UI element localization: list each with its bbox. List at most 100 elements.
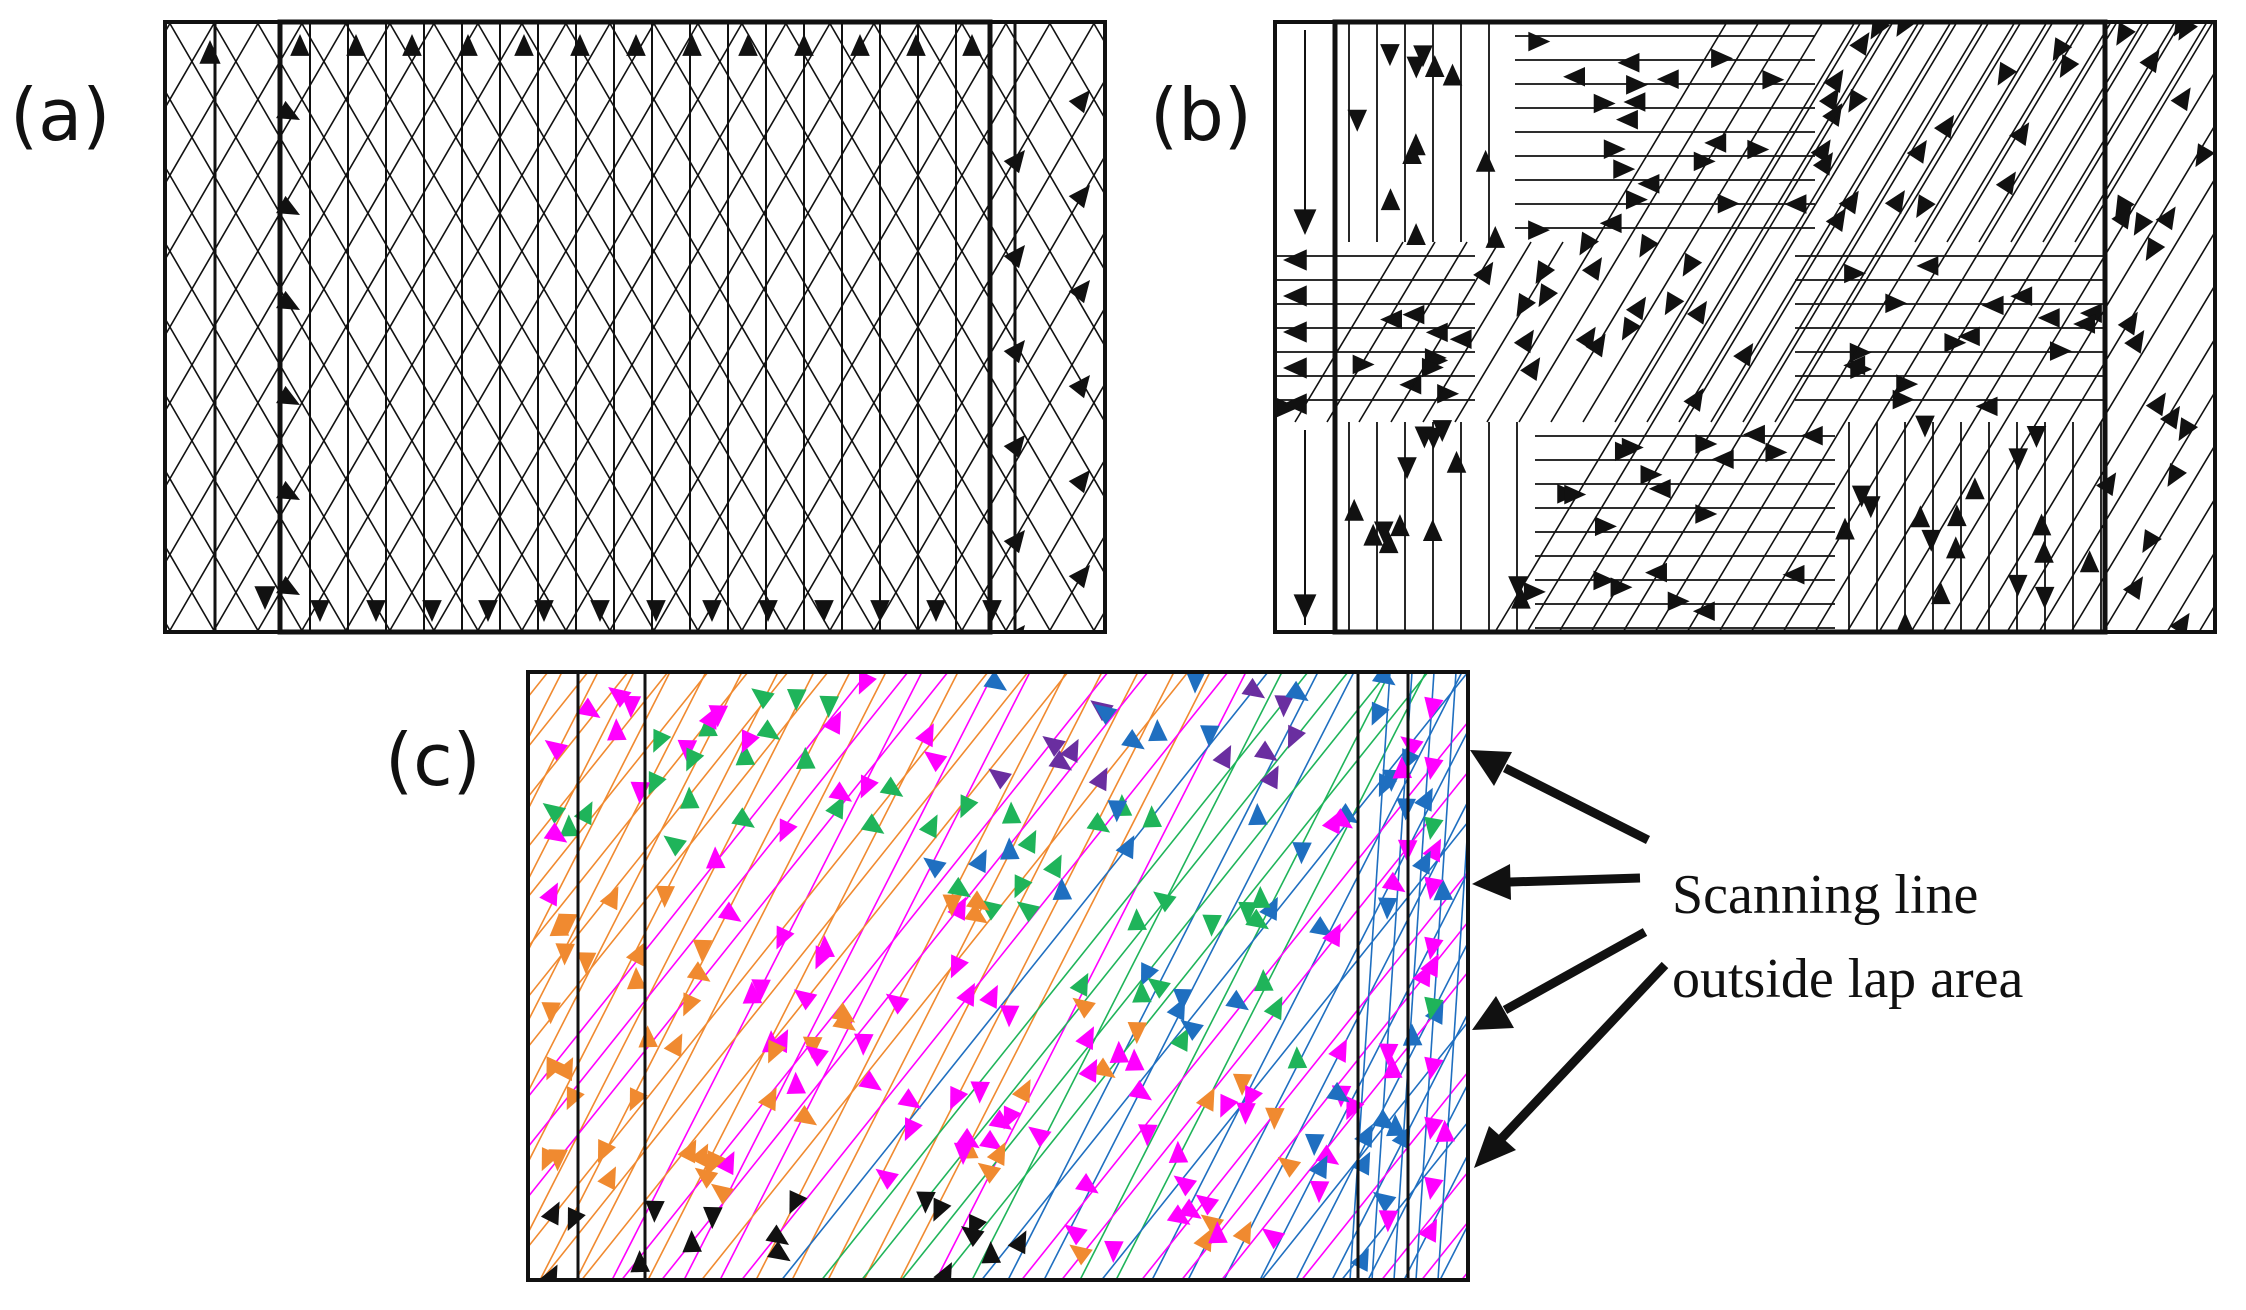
arrow-head bbox=[310, 600, 330, 622]
arrow-head bbox=[979, 984, 998, 1009]
arrow-head bbox=[1693, 151, 1716, 172]
arrow-head bbox=[2111, 205, 2132, 230]
arrow-head bbox=[970, 1081, 991, 1104]
scan-line bbox=[0, 672, 308, 1280]
arrow-head bbox=[1127, 908, 1147, 931]
scan-line bbox=[540, 672, 1029, 1280]
arrow-head bbox=[1043, 854, 1062, 879]
arrow-head bbox=[1315, 1144, 1340, 1165]
arrow-head bbox=[968, 849, 987, 874]
scan-line bbox=[528, 672, 635, 882]
arrow-head bbox=[1169, 1027, 1189, 1052]
scan-line bbox=[1558, 22, 1926, 632]
arrow-head bbox=[1402, 304, 1425, 325]
scan-line bbox=[1151, 672, 1463, 1280]
scan-line bbox=[1518, 241, 1628, 423]
arrow-head bbox=[1610, 577, 1633, 598]
arrow-head bbox=[1516, 292, 1536, 317]
scan-line bbox=[72, 672, 382, 1280]
arrow-head bbox=[1406, 56, 1427, 79]
arrow-head bbox=[1413, 45, 1433, 68]
scan-line bbox=[0, 672, 388, 1280]
arrow-head bbox=[1686, 300, 1707, 325]
arrow-head bbox=[1390, 514, 1410, 537]
arrow-head bbox=[1068, 280, 1090, 304]
panel-c-diagram bbox=[0, 670, 1470, 1282]
arrow-head bbox=[663, 835, 687, 857]
arrow-head bbox=[1124, 1048, 1145, 1071]
arrow-head bbox=[1148, 718, 1168, 742]
arrow-head bbox=[2195, 143, 2215, 168]
scan-line bbox=[432, 22, 788, 632]
scan-line bbox=[1260, 1020, 1468, 1280]
scan-line bbox=[2038, 337, 2215, 632]
arrow-head bbox=[1593, 93, 1616, 114]
arrow-head bbox=[2037, 308, 2060, 328]
arrow-head bbox=[1380, 188, 1401, 211]
arrow-head bbox=[1263, 996, 1283, 1021]
scan-line bbox=[165, 468, 260, 632]
arrow-head bbox=[679, 786, 700, 809]
scan-line bbox=[1004, 457, 1105, 632]
arrow-head bbox=[534, 600, 554, 622]
arrow-head bbox=[2007, 574, 2028, 597]
arrow-head bbox=[1378, 1043, 1399, 1066]
scan-line bbox=[1100, 820, 1468, 1280]
scan-line bbox=[528, 672, 629, 799]
arrow-head bbox=[2008, 448, 2029, 471]
arrow-head bbox=[1003, 1105, 1022, 1130]
scan-line bbox=[791, 672, 1103, 1280]
scan-line bbox=[528, 672, 749, 949]
arrow-head bbox=[1351, 1151, 1371, 1176]
arrow-head bbox=[1115, 835, 1135, 860]
arrow-head bbox=[1822, 103, 1843, 127]
arrow-head bbox=[1153, 891, 1177, 913]
arrow-head bbox=[422, 600, 442, 622]
arrow-head bbox=[1849, 342, 1872, 363]
scan-line bbox=[165, 22, 304, 262]
arrow-head bbox=[879, 776, 904, 797]
arrow-head bbox=[1132, 980, 1152, 1003]
arrow-head bbox=[768, 1039, 787, 1064]
arrow-head bbox=[542, 802, 567, 824]
arrow-head bbox=[960, 794, 979, 819]
annotation-arrows bbox=[1470, 750, 1669, 1168]
scan-line bbox=[1060, 770, 1468, 1280]
scan-line bbox=[784, 78, 1105, 632]
arrow-head bbox=[1068, 90, 1090, 114]
panel-a-label: (a) bbox=[10, 73, 110, 157]
arrow-head bbox=[1418, 1218, 1438, 1243]
arrow-head bbox=[1446, 450, 1467, 473]
arrow-head bbox=[1931, 582, 1951, 605]
arrow-head bbox=[758, 600, 778, 622]
arrow-head bbox=[828, 781, 853, 802]
arrow-head bbox=[1086, 812, 1111, 833]
arrow-head bbox=[765, 1224, 790, 1245]
arrow-head bbox=[2124, 329, 2145, 354]
arrow-head bbox=[965, 890, 990, 911]
arrow-head bbox=[576, 697, 601, 718]
scan-line bbox=[2134, 497, 2215, 632]
scan-line bbox=[1782, 22, 2150, 632]
arrow-head bbox=[1283, 357, 1307, 379]
panel-b-label: (b) bbox=[1150, 73, 1252, 157]
arrow-head bbox=[2009, 122, 2030, 147]
scan-line bbox=[528, 672, 789, 999]
arrow-head bbox=[1406, 223, 1426, 246]
scan-line bbox=[165, 392, 304, 632]
arrow-head bbox=[953, 1142, 974, 1165]
arrow-head bbox=[1892, 389, 1915, 410]
scan-line bbox=[652, 22, 1008, 632]
annotation-line-2: outside lap area bbox=[1672, 948, 2024, 1010]
arrow-head bbox=[1363, 523, 1383, 546]
arrow-head bbox=[1322, 923, 1341, 948]
scan-line bbox=[1750, 22, 2118, 632]
scan-line bbox=[1294, 241, 1404, 423]
arrow-head bbox=[926, 600, 946, 622]
arrow-head bbox=[964, 902, 988, 924]
scan-line bbox=[1486, 241, 1596, 423]
arrow-head bbox=[981, 1241, 1002, 1264]
arrow-head bbox=[2034, 586, 2055, 609]
arrow-head bbox=[645, 1200, 665, 1223]
arrow-head bbox=[858, 672, 877, 695]
